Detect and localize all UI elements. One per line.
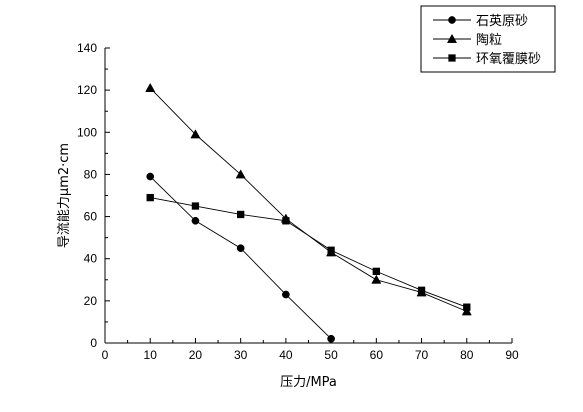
legend-label: 石英原砂 (476, 14, 528, 29)
data-point-circle (282, 290, 290, 299)
data-point-triangle (235, 169, 246, 179)
data-point-triangle (190, 129, 201, 139)
data-point-square (327, 246, 335, 254)
x-tick-label: 10 (144, 348, 158, 362)
data-point-circle (146, 172, 155, 181)
y-tick-label: 0 (90, 336, 97, 350)
y-tick-label: 100 (77, 125, 97, 139)
data-point-square (282, 217, 290, 225)
data-point-triangle (145, 82, 156, 92)
x-tick-label: 60 (370, 348, 384, 362)
data-point-square (146, 193, 154, 202)
legend-item: 石英原砂 (433, 14, 528, 29)
y-axis-title: 导流能力μm2·cm (57, 143, 72, 248)
series-line (150, 197, 467, 308)
axes (104, 48, 512, 344)
legend-item: 环氧覆膜砂 (433, 52, 541, 67)
x-tick-label: 20 (189, 348, 203, 362)
x-tick-label: 50 (324, 348, 338, 362)
series-triangle (145, 82, 472, 316)
y-tick-label: 20 (84, 294, 98, 308)
x-tick-label: 40 (279, 348, 293, 362)
data-point-circle (191, 216, 200, 225)
legend-marker-triangle (446, 33, 458, 43)
y-tick-label: 40 (84, 252, 98, 266)
x-tick-label: 0 (102, 348, 109, 362)
data-point-square (417, 286, 426, 294)
data-point-square (372, 267, 380, 276)
y-axis-ticks: 0 20 40 60 80 100 120 140 (77, 41, 110, 350)
series-circle (146, 172, 335, 343)
legend-marker-circle (448, 16, 456, 24)
x-tick-label: 30 (234, 348, 248, 362)
legend-item: 陶粒 (433, 32, 502, 48)
data-point-triangle (371, 274, 382, 284)
series-layer (145, 82, 472, 343)
x-tick-label: 70 (415, 348, 429, 362)
data-point-circle (327, 334, 335, 343)
legend-label: 环氧覆膜砂 (476, 52, 541, 67)
data-point-square (463, 303, 471, 311)
series-line (149, 176, 332, 340)
y-tick-label: 120 (77, 83, 97, 97)
legend-marker-square (448, 54, 456, 62)
data-point-triangle (461, 306, 472, 316)
legend-label: 陶粒 (476, 32, 502, 48)
data-point-circle (236, 244, 245, 253)
series-line (149, 87, 467, 312)
x-axis-title: 压力/MPa (280, 375, 337, 390)
data-point-square (191, 202, 200, 210)
x-tick-label: 90 (505, 348, 519, 362)
x-axis-ticks: 0 10 20 30 40 50 60 70 80 90 (102, 338, 519, 362)
series-square (146, 193, 471, 311)
y-tick-label: 140 (77, 41, 97, 55)
data-point-square (237, 210, 245, 219)
x-tick-label: 80 (460, 348, 474, 362)
y-tick-label: 60 (84, 210, 98, 224)
y-tick-label: 80 (84, 167, 98, 181)
